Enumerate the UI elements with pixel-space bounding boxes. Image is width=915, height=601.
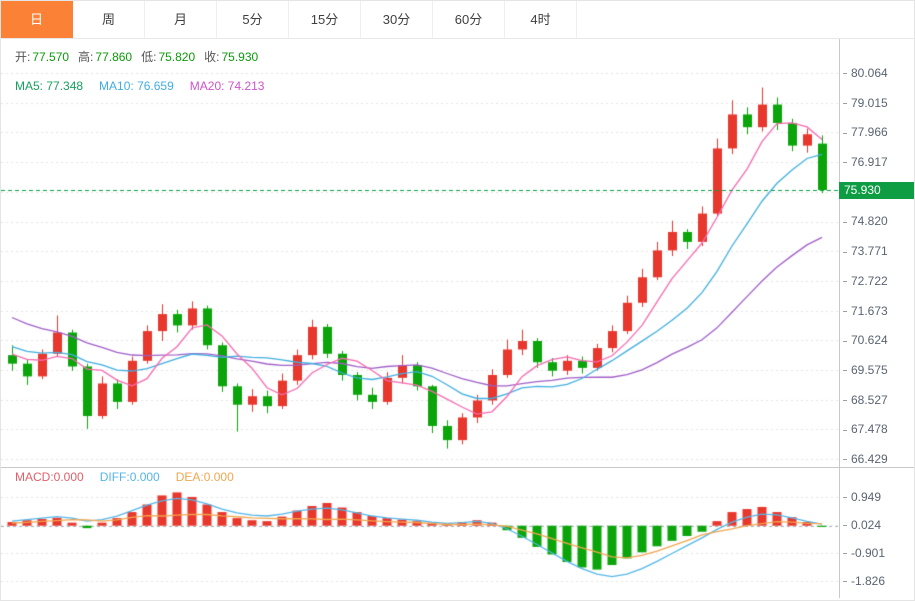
- tab-5min[interactable]: 5分: [217, 1, 289, 38]
- tab-30min[interactable]: 30分: [361, 1, 433, 38]
- macd-axis-label: 0.024: [843, 518, 881, 532]
- high-value: 77.860: [95, 50, 133, 64]
- main-axis-label: 71.673: [843, 304, 888, 318]
- low-value: 75.820: [158, 50, 196, 64]
- tab-day[interactable]: 日: [1, 1, 73, 38]
- current-price-tag: 75.930: [839, 181, 914, 199]
- main-axis-label: 72.722: [843, 274, 888, 288]
- high-label: 高:: [78, 50, 94, 64]
- period-tabbar: 日 周 月 5分 15分 30分 60分 4时: [1, 1, 914, 39]
- main-axis-label: 67.478: [843, 422, 888, 436]
- ohlc-readout: 开: 77.570 高: 77.860 低: 75.820 收: 75.930: [15, 48, 267, 65]
- macd-label: MACD:0.000: [15, 470, 84, 484]
- diff-label: DIFF:0.000: [99, 470, 160, 484]
- macd-canvas[interactable]: [1, 488, 839, 598]
- close-value: 75.930: [221, 50, 259, 64]
- main-axis-label: 70.624: [843, 333, 888, 347]
- main-axis-label: 80.064: [843, 66, 888, 80]
- dea-label: DEA:0.000: [175, 470, 234, 484]
- macd-axis-label: -0.901: [843, 546, 885, 560]
- open-value: 77.570: [32, 50, 70, 64]
- tab-15min[interactable]: 15分: [289, 1, 361, 38]
- ma5-label: MA5: 77.348: [15, 79, 84, 93]
- macd-readout: MACD:0.000 DIFF:0.000 DEA:0.000: [15, 470, 250, 484]
- tab-week[interactable]: 周: [73, 1, 145, 38]
- main-axis-label: 74.820: [843, 214, 888, 228]
- panel-divider: [1, 467, 914, 468]
- main-axis-label: 73.771: [843, 244, 888, 258]
- close-label: 收:: [204, 50, 220, 64]
- tab-month[interactable]: 月: [145, 1, 217, 38]
- tab-60min[interactable]: 60分: [433, 1, 505, 38]
- macd-axis-label: -1.826: [843, 574, 885, 588]
- open-label: 开:: [15, 50, 31, 64]
- main-axis-label: 76.917: [843, 155, 888, 169]
- main-axis-label: 66.429: [843, 452, 888, 466]
- main-axis-label: 79.015: [843, 96, 888, 110]
- ma10-label: MA10: 76.659: [99, 79, 174, 93]
- main-axis-label: 69.575: [843, 363, 888, 377]
- ma-readout: MA5: 77.348 MA10: 76.659 MA20: 74.213: [15, 79, 280, 93]
- y-axis-line: [839, 39, 840, 598]
- main-axis-label: 68.527: [843, 393, 888, 407]
- macd-axis-label: 0.949: [843, 490, 881, 504]
- low-label: 低:: [141, 50, 157, 64]
- candlestick-canvas[interactable]: [1, 39, 839, 467]
- ma20-label: MA20: 74.213: [189, 79, 265, 93]
- main-axis-label: 77.966: [843, 125, 888, 139]
- tab-4hour[interactable]: 4时: [505, 1, 577, 38]
